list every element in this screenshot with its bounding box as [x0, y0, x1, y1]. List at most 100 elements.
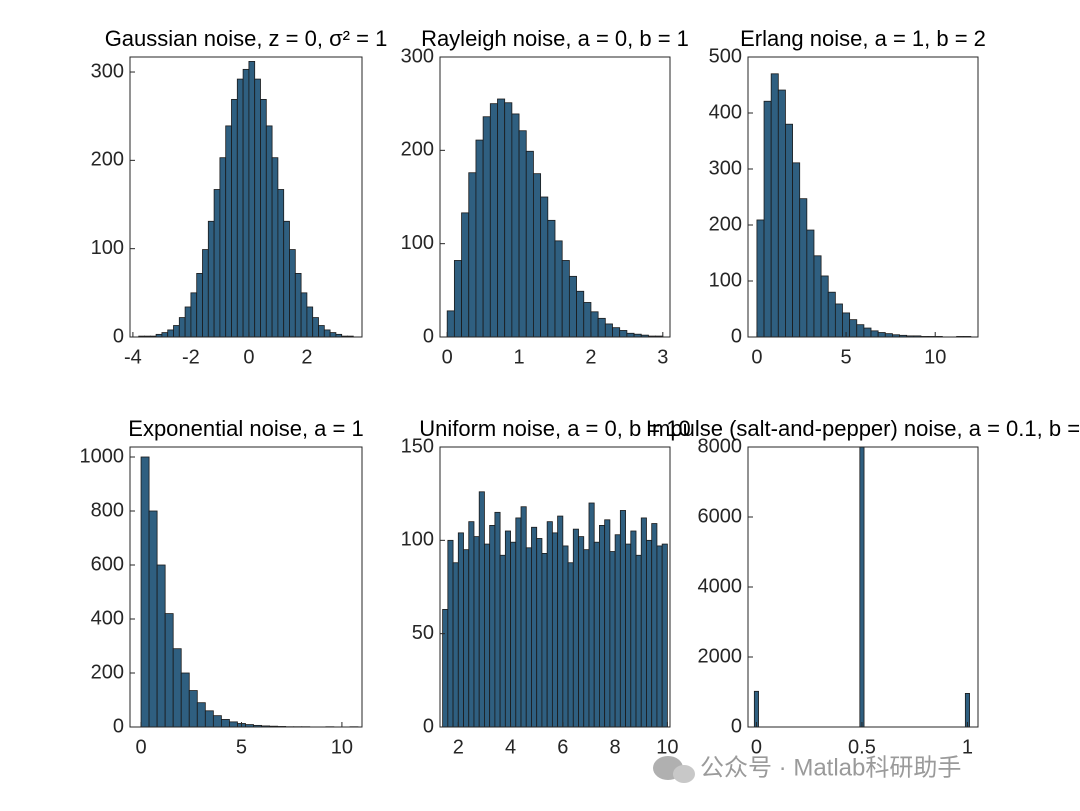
chart-title: Impulse (salt-and-pepper) noise, a = 0.1…: [646, 416, 1080, 441]
bar: [265, 125, 273, 337]
x-tick-label: 1: [514, 346, 525, 368]
x-tick-label: 3: [657, 346, 668, 368]
x-tick-label: 4: [505, 736, 516, 758]
y-tick-label: 150: [401, 435, 434, 457]
x-tick-label: 6: [557, 736, 568, 758]
x-tick-label: 2: [585, 346, 596, 368]
bar: [863, 327, 872, 337]
bar: [180, 672, 190, 727]
bar: [312, 317, 319, 337]
plot-area: [140, 456, 359, 727]
y-tick-label: 0: [731, 715, 742, 737]
bar: [172, 648, 182, 727]
bar: [656, 545, 663, 727]
x-tick-label: 2: [301, 346, 312, 368]
bar: [164, 613, 174, 727]
bar: [306, 306, 314, 337]
x-tick-label: 0: [751, 346, 762, 368]
bar: [533, 173, 542, 337]
watermark: 公众号 · Matlab科研助手: [653, 754, 961, 783]
chart-title: Rayleigh noise, a = 0, b = 1: [421, 26, 689, 51]
bar: [777, 89, 786, 337]
bar: [468, 521, 475, 727]
bar: [551, 532, 559, 727]
x-tick-label: 0: [751, 736, 762, 758]
bar: [489, 525, 496, 727]
y-tick-label: 6000: [698, 505, 743, 527]
bar: [520, 506, 527, 727]
bar: [204, 710, 214, 727]
bar: [178, 317, 186, 337]
x-tick-label: 0.5: [848, 736, 876, 758]
x-tick-label: 10: [924, 346, 946, 368]
subplot: 0 2000 4000 6000 8000 0 0.5 1 Impulse (salt-and-…: [646, 416, 1080, 758]
x-tick-label: -4: [124, 346, 142, 368]
bar: [583, 549, 590, 727]
subplot: 0 200 400 600 800 1000 0 5 10 Exponential noise, …: [80, 416, 364, 758]
y-tick-label: 8000: [698, 435, 743, 457]
bar: [806, 229, 815, 337]
bar: [190, 292, 198, 337]
bar: [229, 721, 238, 727]
y-tick-label: 400: [91, 607, 124, 629]
bar: [161, 332, 169, 337]
bar: [468, 172, 477, 337]
bar: [242, 68, 250, 337]
axes-box: [129, 56, 363, 338]
x-tick-label: 10: [331, 736, 353, 758]
bar: [536, 538, 543, 727]
x-tick-label: 2: [453, 736, 464, 758]
bar: [489, 103, 498, 337]
chart-title: Uniform noise, a = 0, b = 10: [419, 416, 691, 441]
axes-box: [439, 56, 671, 338]
bar: [283, 220, 290, 337]
bar: [583, 302, 592, 337]
y-tick-label: 0: [423, 715, 434, 737]
bar: [849, 319, 858, 337]
bar: [504, 530, 511, 727]
bar: [531, 526, 538, 727]
bar: [554, 240, 563, 337]
bar: [248, 61, 256, 337]
bar: [799, 198, 808, 337]
bar: [770, 73, 779, 337]
bar: [289, 249, 296, 337]
bar: [196, 273, 203, 337]
y-tick-label: 0: [113, 715, 124, 737]
axes-box: [439, 446, 671, 728]
x-tick-label: 0: [243, 346, 254, 368]
plot-area: [753, 447, 970, 727]
bar: [753, 690, 759, 727]
y-tick-label: 300: [401, 45, 434, 67]
y-tick-label: 1000: [80, 445, 125, 467]
x-tick-label: 8: [610, 736, 621, 758]
bar: [593, 541, 600, 727]
bar: [557, 515, 564, 727]
bar: [578, 536, 585, 727]
bar: [562, 545, 569, 727]
x-tick-label: 0: [135, 736, 146, 758]
bar: [619, 510, 626, 727]
bar: [568, 275, 577, 337]
bar: [619, 330, 628, 337]
bar: [540, 196, 549, 337]
bar: [184, 306, 192, 337]
bar: [220, 719, 230, 727]
bar: [785, 123, 793, 337]
bar: [546, 521, 553, 727]
y-tick-label: 100: [709, 269, 742, 291]
y-tick-label: 200: [709, 213, 742, 235]
bar: [884, 333, 893, 337]
y-tick-label: 4000: [698, 575, 743, 597]
bar: [604, 519, 611, 727]
bar: [630, 530, 637, 727]
bar: [625, 543, 632, 727]
bar: [173, 325, 180, 337]
watermark-text: 公众号 · Matlab科研助手: [700, 754, 961, 781]
plot-area: [138, 61, 354, 337]
bar: [504, 102, 513, 337]
bar: [473, 536, 480, 727]
bar: [792, 162, 801, 337]
bar: [964, 693, 970, 727]
